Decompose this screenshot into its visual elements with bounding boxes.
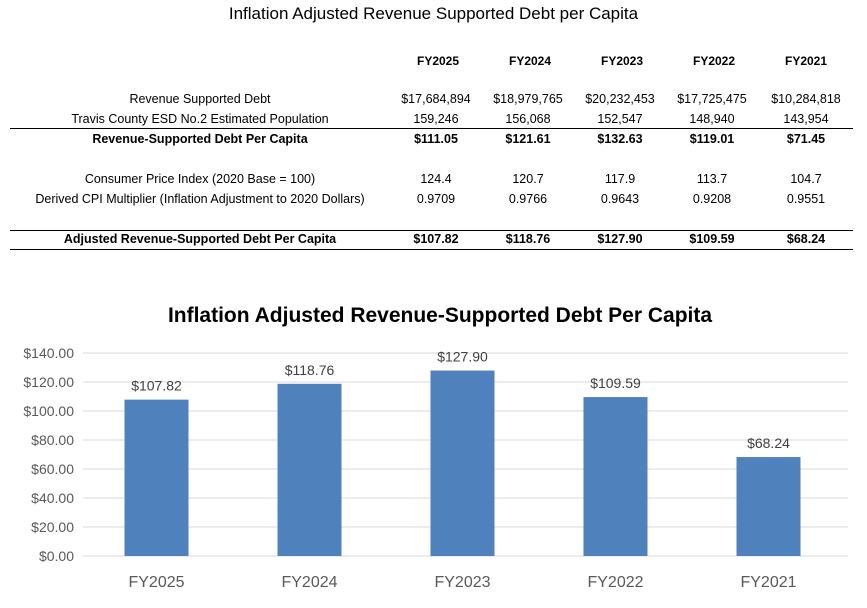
table-title: Inflation Adjusted Revenue Supported Deb… xyxy=(228,4,639,23)
table-cell: $68.24 xyxy=(786,232,826,246)
table-divider xyxy=(10,249,853,250)
table-cell: $121.61 xyxy=(505,132,551,146)
table-divider xyxy=(10,128,853,129)
table-cell: 113.7 xyxy=(696,172,728,186)
bar xyxy=(124,399,189,556)
y-tick-label: $60.00 xyxy=(31,461,74,477)
data-label: $127.90 xyxy=(437,349,488,365)
y-tick-label: $100.00 xyxy=(23,403,74,419)
data-label: $107.82 xyxy=(131,378,182,394)
x-tick-label: FY2021 xyxy=(740,574,796,591)
table-cell: 0.9709 xyxy=(416,192,456,206)
row-label: Revenue-Supported Debt Per Capita xyxy=(92,132,308,146)
bar xyxy=(736,457,801,556)
column-header-fy2022: FY2022 xyxy=(692,54,736,68)
table-cell: $127.90 xyxy=(597,232,643,246)
x-tick-label: FY2024 xyxy=(281,574,337,591)
data-label: $118.76 xyxy=(285,362,335,378)
table-cell: $17,684,894 xyxy=(401,92,471,106)
column-header-fy2024: FY2024 xyxy=(508,54,552,68)
table-cell: 159,246 xyxy=(413,112,459,126)
y-tick-label: $20.00 xyxy=(31,519,74,535)
table-cell: $109.59 xyxy=(689,232,735,246)
row-label: Travis County ESD No.2 Estimated Populat… xyxy=(71,112,329,126)
bar xyxy=(583,397,648,556)
table-cell: 148,940 xyxy=(689,112,735,126)
table-divider xyxy=(10,230,853,231)
table-cell: $107.82 xyxy=(413,232,459,246)
table-cell: $118.76 xyxy=(505,232,551,246)
y-tick-label: $0.00 xyxy=(39,548,74,564)
table-cell: 124.4 xyxy=(420,172,452,186)
y-tick-label: $80.00 xyxy=(31,432,74,448)
chart-title: Inflation Adjusted Revenue-Supported Deb… xyxy=(167,304,713,327)
y-tick-label: $40.00 xyxy=(31,490,74,506)
table-cell: $17,725,475 xyxy=(677,92,747,106)
table-cell: 152,547 xyxy=(597,112,643,126)
table-cell: $119.01 xyxy=(689,132,735,146)
table-cell: 143,954 xyxy=(783,112,829,126)
x-tick-label: FY2025 xyxy=(128,574,184,591)
table-cell: 117.9 xyxy=(604,172,636,186)
x-tick-label: FY2022 xyxy=(587,574,643,591)
column-header-fy2025: FY2025 xyxy=(416,54,460,68)
bar xyxy=(430,370,495,556)
column-header-fy2023: FY2023 xyxy=(600,54,644,68)
table-cell: 156,068 xyxy=(505,112,551,126)
bar xyxy=(277,383,342,556)
row-label: Revenue Supported Debt xyxy=(129,92,271,106)
table-cell: $20,232,453 xyxy=(585,92,655,106)
x-tick-label: FY2023 xyxy=(434,574,490,591)
table-cell: 0.9643 xyxy=(600,192,640,206)
y-tick-label: $120.00 xyxy=(23,374,74,390)
column-header-fy2021: FY2021 xyxy=(784,54,828,68)
table-cell: 0.9208 xyxy=(692,192,732,206)
table-cell: 104.7 xyxy=(790,172,822,186)
row-label: Derived CPI Multiplier (Inflation Adjust… xyxy=(35,192,365,206)
y-tick-label: $140.00 xyxy=(23,345,74,361)
row-label: Adjusted Revenue-Supported Debt Per Capi… xyxy=(63,232,337,246)
data-label: $109.59 xyxy=(590,375,641,391)
table-cell: $10,284,818 xyxy=(771,92,841,106)
table-cell: 0.9551 xyxy=(786,192,826,206)
table-cell: $132.63 xyxy=(597,132,643,146)
table-cell: $18,979,765 xyxy=(493,92,563,106)
table-cell: 0.9766 xyxy=(508,192,548,206)
table-cell: 120.7 xyxy=(512,172,544,186)
table-cell: $111.05 xyxy=(414,132,458,146)
table-cell: $71.45 xyxy=(786,132,826,146)
data-label: $68.24 xyxy=(747,435,790,451)
row-label: Consumer Price Index (2020 Base = 100) xyxy=(84,172,316,186)
